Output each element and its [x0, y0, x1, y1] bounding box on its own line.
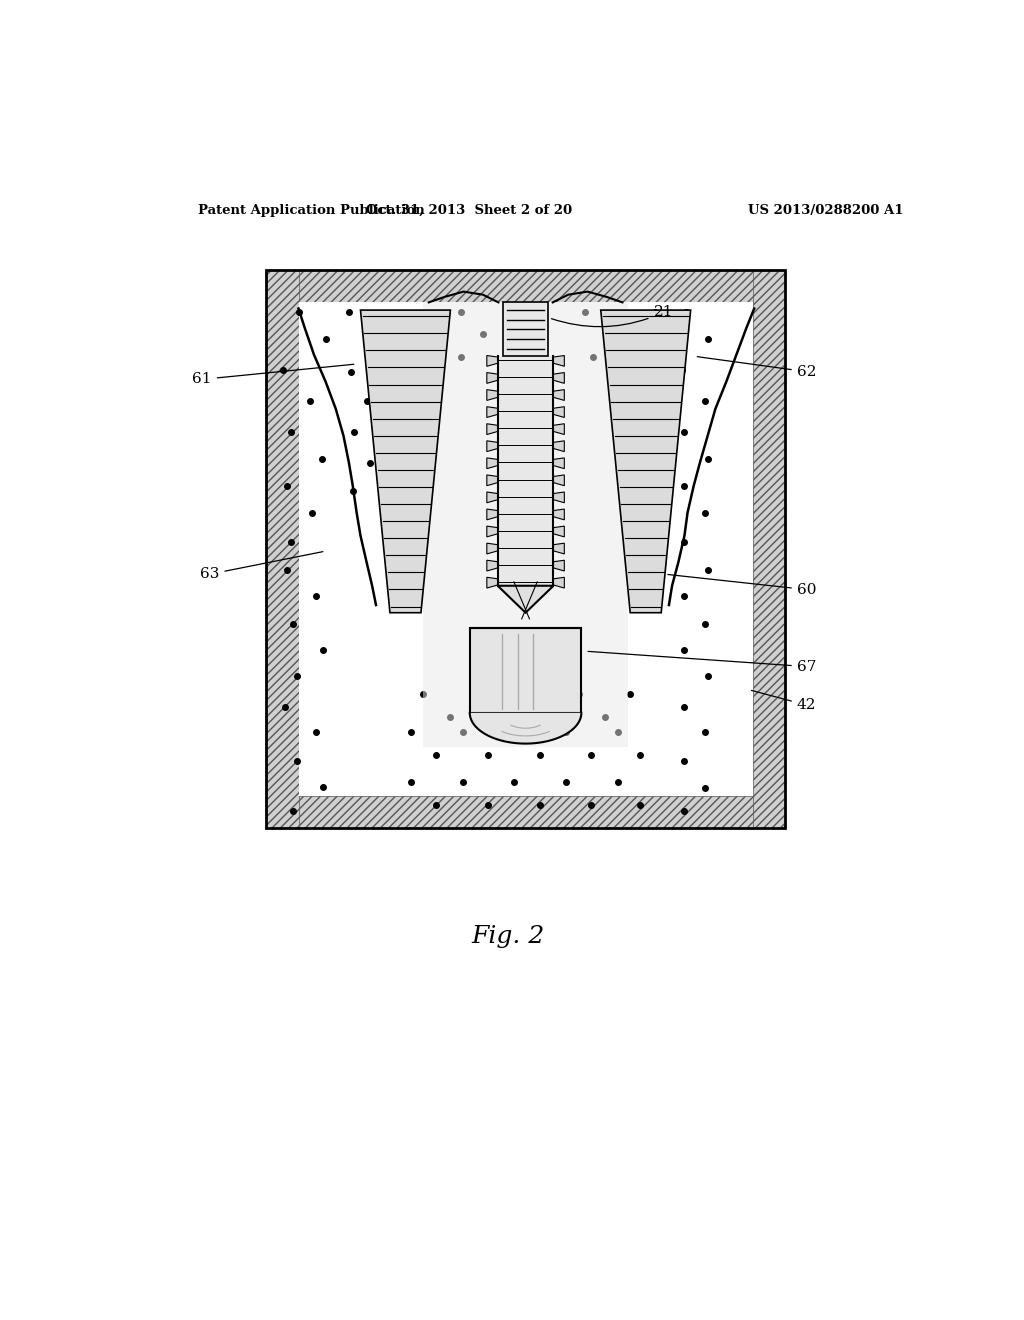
Text: Oct. 31, 2013  Sheet 2 of 20: Oct. 31, 2013 Sheet 2 of 20 [366, 205, 572, 218]
Bar [266, 271, 785, 302]
Polygon shape [554, 492, 564, 503]
Polygon shape [486, 510, 498, 520]
Polygon shape [554, 424, 564, 434]
Polygon shape [554, 441, 564, 451]
Polygon shape [601, 310, 690, 612]
Bar [498, 356, 554, 586]
Polygon shape [486, 372, 498, 383]
Bar [753, 271, 785, 829]
Text: 21: 21 [552, 305, 673, 326]
Polygon shape [554, 372, 564, 383]
Polygon shape [486, 527, 498, 537]
Polygon shape [554, 527, 564, 537]
Polygon shape [486, 355, 498, 367]
Polygon shape [486, 441, 498, 451]
Polygon shape [486, 492, 498, 503]
Bar [266, 271, 299, 829]
Polygon shape [554, 407, 564, 417]
Polygon shape [486, 560, 498, 572]
Polygon shape [554, 389, 564, 400]
Bar [266, 271, 785, 829]
Text: Patent Application Publication: Patent Application Publication [198, 205, 425, 218]
Polygon shape [554, 510, 564, 520]
Text: Fig. 2: Fig. 2 [471, 924, 545, 948]
Text: 42: 42 [752, 690, 816, 711]
Polygon shape [554, 355, 564, 367]
Polygon shape [470, 713, 582, 743]
Polygon shape [498, 586, 554, 612]
Bar [299, 302, 753, 796]
Polygon shape [486, 389, 498, 400]
Polygon shape [486, 424, 498, 434]
Polygon shape [554, 543, 564, 554]
Bar [266, 271, 785, 829]
Polygon shape [554, 560, 564, 572]
Text: 60: 60 [668, 574, 816, 597]
Bar [266, 796, 785, 829]
Polygon shape [486, 543, 498, 554]
Bar [503, 302, 548, 356]
Bar [423, 302, 628, 747]
Text: US 2013/0288200 A1: US 2013/0288200 A1 [748, 205, 903, 218]
Text: 67: 67 [588, 651, 816, 673]
Polygon shape [360, 310, 451, 612]
Polygon shape [486, 475, 498, 486]
Polygon shape [554, 458, 564, 469]
Polygon shape [486, 407, 498, 417]
Text: 63: 63 [200, 552, 323, 581]
Polygon shape [554, 475, 564, 486]
Text: 62: 62 [697, 356, 816, 379]
Polygon shape [486, 577, 498, 589]
Text: 61: 61 [193, 364, 354, 387]
Polygon shape [486, 458, 498, 469]
Bar [470, 628, 582, 713]
Polygon shape [554, 577, 564, 589]
